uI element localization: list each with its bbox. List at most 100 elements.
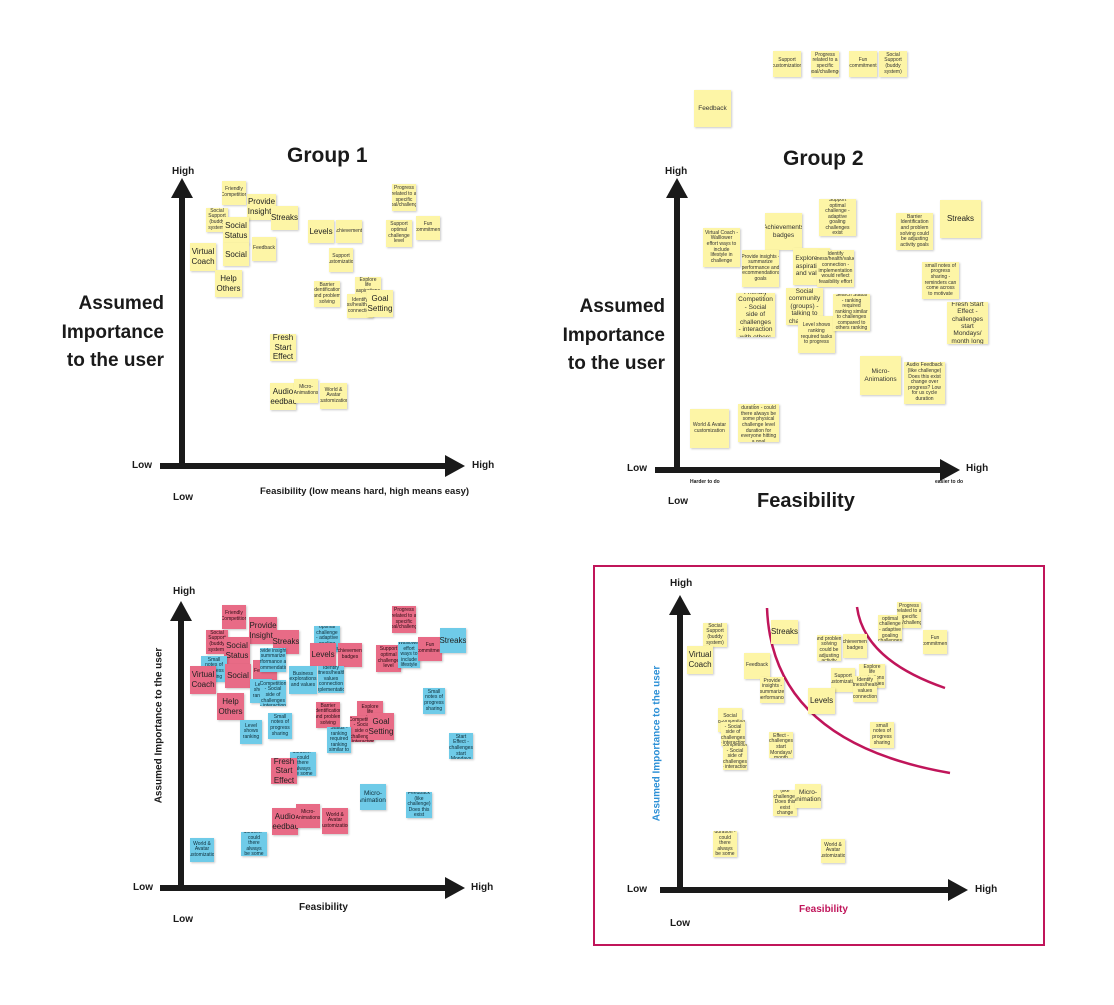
sticky-note[interactable]: Social Support (buddy system) (206, 208, 228, 232)
sticky-note[interactable]: Friendly Competition (222, 605, 246, 629)
sticky-note[interactable]: Micro-Animations (360, 784, 386, 810)
sticky-note[interactable]: Levels (808, 688, 835, 714)
sticky-note[interactable]: World & Avatar customization (821, 839, 845, 863)
sticky-note[interactable]: Level shows ranking (240, 720, 262, 744)
sticky-note[interactable]: Support optimal challenge - adaptive goa… (819, 199, 856, 236)
sticky-note[interactable]: Fresh Start Effect (270, 334, 296, 361)
sticky-note[interactable]: Support customization (831, 668, 855, 692)
sticky-note[interactable]: Small notes of progress sharing (423, 688, 445, 714)
sticky-note[interactable]: Streaks (271, 206, 298, 230)
sticky-note[interactable]: Friendly Competition - Social side of ch… (736, 293, 775, 337)
sticky-note[interactable]: Identify fitness/health/values connectio… (817, 250, 854, 287)
sticky-note[interactable]: Virtual Coach (190, 666, 216, 694)
sticky-note[interactable]: Social Status (224, 637, 250, 664)
sticky-note[interactable]: Support optimal challenge - adaptive goa… (878, 615, 902, 641)
sticky-note[interactable]: World & Avatar customization (322, 808, 348, 834)
sticky-note[interactable]: Progress related to a specific goal/chal… (811, 51, 839, 77)
sticky-note[interactable]: Support customization (329, 248, 353, 272)
sticky-note[interactable]: Virtual Coach - Walllower effort ways to… (703, 228, 740, 267)
sticky-note[interactable]: Streaks (440, 628, 466, 653)
sticky-note[interactable]: Streaks (940, 200, 981, 238)
sticky-note[interactable]: Fresh Start Effect - challenges start Mo… (769, 732, 793, 758)
sticky-note[interactable]: Audio Feedback (like challenge) Does thi… (773, 790, 797, 816)
sticky-note[interactable]: Fresh Start Effect - challenges start Mo… (947, 302, 988, 344)
sticky-note[interactable]: Micro-Animations (294, 379, 318, 403)
sticky-note[interactable]: World & Avatar customization (320, 383, 347, 409)
sticky-note[interactable]: Identify fitness/health values connectio… (853, 676, 877, 702)
sticky-note[interactable]: Feedback (744, 653, 770, 679)
sticky-note[interactable]: Streaks (273, 630, 299, 654)
sticky-note[interactable]: Daily fitness duration - could there alw… (713, 831, 737, 857)
sticky-note[interactable]: Micro-Animations (860, 356, 901, 395)
sticky-note[interactable]: World & Avatar customization (690, 409, 729, 448)
sticky-note[interactable]: Friendly Competition (222, 181, 246, 205)
sticky-note[interactable]: Support optimal challenge level (376, 645, 401, 672)
sticky-note[interactable]: Social (225, 664, 251, 688)
sticky-note[interactable]: Small notes of progress sharing (268, 713, 292, 739)
sticky-note[interactable]: Social Support (buddy system) (703, 623, 727, 647)
sticky-note[interactable]: Micro-Animations (795, 784, 821, 808)
sticky-note[interactable]: Audio Feedback (like challenge) Does thi… (406, 792, 432, 818)
sticky-note[interactable]: Feedback (694, 90, 731, 127)
sticky-note[interactable]: Social Status (223, 217, 249, 244)
sticky-note[interactable]: Barrier identification and problem solvi… (314, 281, 340, 307)
sticky-note[interactable]: Help Others (215, 270, 242, 297)
group3-x-high-label: High (471, 882, 494, 893)
sticky-note[interactable]: Level shows ranking required tasks to pr… (798, 316, 835, 353)
sticky-note[interactable]: Goal Setting (368, 713, 394, 740)
sticky-note[interactable]: Social Support (buddy system) (879, 51, 907, 77)
sticky-note[interactable]: Barrier identification and problem solvi… (316, 702, 340, 728)
group2-y-axis (674, 196, 680, 472)
sticky-note[interactable]: Provide insights - summarize performance… (260, 648, 286, 672)
sticky-note[interactable]: Levels (310, 643, 336, 666)
sticky-note[interactable]: Virtual Coach - Walllower effort ways to… (398, 642, 420, 668)
sticky-note[interactable]: Provide insights - summarize performance… (742, 250, 779, 287)
sticky-note[interactable]: Progress related to a specific goal/chal… (392, 184, 416, 211)
sticky-note[interactable]: Streaks (771, 620, 798, 644)
sticky-note[interactable]: Feedback (252, 237, 276, 261)
sticky-note[interactable]: Business explorations and values (289, 666, 317, 694)
sticky-note[interactable]: Audio Feedback (like challenge) Does thi… (904, 362, 945, 404)
sticky-note[interactable]: Levels (308, 220, 334, 243)
sticky-note[interactable]: Barrier identification and problem solvi… (817, 635, 841, 661)
sticky-note[interactable]: Friendly Competition - Social side of ch… (260, 680, 286, 706)
sticky-note[interactable]: Help Others (217, 693, 244, 720)
sticky-note[interactable]: Virtual Coach (687, 646, 713, 674)
sticky-note[interactable]: Audio Feedback (270, 383, 296, 410)
group2-x-low-label: Low (627, 463, 647, 474)
sticky-note[interactable]: small notes of progress sharing (870, 722, 894, 748)
sticky-note[interactable]: Social (223, 243, 249, 266)
sticky-note[interactable]: small notes of progress sharing - remind… (922, 262, 959, 299)
sticky-note[interactable]: Search Status - ranking required ranking… (833, 294, 870, 331)
sticky-note[interactable]: Daily fitness duration - could there alw… (241, 832, 267, 856)
sticky-note[interactable]: World & Avatar customization (190, 838, 214, 862)
sticky-note[interactable]: Support optimal challenge level (386, 220, 412, 247)
sticky-note[interactable]: Social Support (buddy system) (206, 630, 228, 654)
sticky-note[interactable]: Achievements badges (843, 634, 867, 658)
sticky-note[interactable]: Fun commitment (923, 630, 947, 654)
sticky-note[interactable]: Audio Feedback (272, 808, 298, 835)
sticky-note[interactable]: Provide insights - summarize performance (760, 677, 784, 703)
sticky-note[interactable]: Fun commitment (849, 51, 877, 77)
sticky-note[interactable]: Search Status - ranking required ranking… (327, 727, 351, 753)
sticky-note[interactable]: Provide Insights (249, 617, 277, 644)
group1-y-axis (179, 196, 185, 468)
sticky-note[interactable]: Fresh Start Effect (271, 758, 297, 784)
sticky-note[interactable]: Virtual Coach (190, 243, 216, 271)
sticky-note[interactable]: Friendly Competition - Social side of ch… (723, 744, 747, 770)
sticky-note[interactable]: Micro-Animations (296, 804, 320, 828)
sticky-note[interactable]: Daily fitness duration - could there alw… (738, 404, 779, 442)
sticky-note[interactable]: Friendly Competition - Social side of ch… (721, 720, 745, 746)
sticky-note[interactable]: Identify fitness/health values connectio… (318, 666, 344, 693)
sticky-note[interactable]: Barrier Identification and problem solvi… (896, 213, 933, 250)
sticky-note[interactable]: Fresh Start Effect - challenges start Mo… (449, 733, 473, 759)
sticky-note[interactable]: Support customization (773, 51, 801, 77)
sticky-note[interactable]: Goal Setting (367, 290, 393, 317)
sticky-note[interactable]: Achievements badges (338, 643, 362, 667)
sticky-note[interactable]: Daily fitness duration - could there alw… (290, 752, 316, 776)
sticky-note[interactable]: Achievements (336, 220, 362, 243)
sticky-note[interactable]: Progress related to a specific goal/chal… (392, 606, 416, 633)
sticky-note[interactable]: Fun commitment (418, 637, 442, 661)
sticky-note[interactable]: Fun commitment (416, 216, 440, 240)
sticky-note[interactable]: Achievements badges (765, 213, 802, 250)
